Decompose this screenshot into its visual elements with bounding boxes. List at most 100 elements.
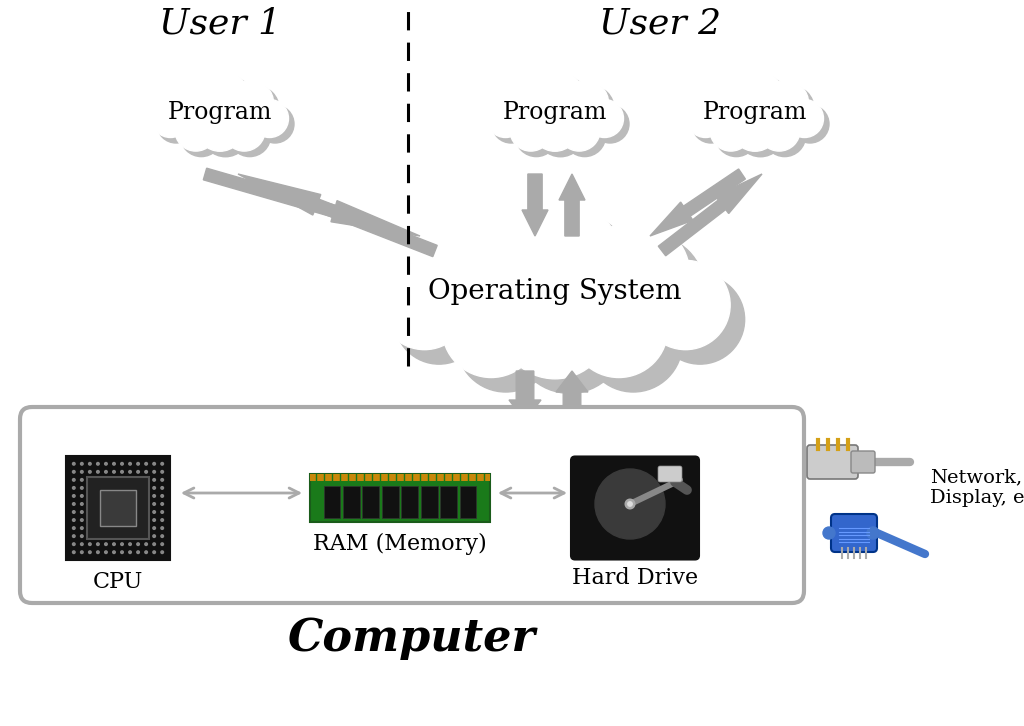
FancyBboxPatch shape [807,445,858,479]
Circle shape [791,105,829,143]
Circle shape [701,81,746,126]
FancyBboxPatch shape [310,474,490,481]
Circle shape [129,527,131,529]
Circle shape [564,115,605,157]
FancyBboxPatch shape [440,486,457,518]
Circle shape [563,81,608,126]
Circle shape [161,519,164,521]
Circle shape [153,551,156,553]
Circle shape [569,280,668,378]
Circle shape [81,535,83,537]
Circle shape [586,99,624,137]
Polygon shape [658,174,762,256]
Circle shape [73,494,75,497]
Circle shape [104,502,108,505]
FancyBboxPatch shape [421,486,437,518]
Circle shape [153,535,156,537]
Circle shape [96,462,99,465]
Circle shape [137,519,139,521]
Circle shape [153,478,156,481]
Circle shape [499,267,610,379]
Circle shape [161,510,164,513]
Circle shape [172,86,217,131]
Circle shape [129,535,131,537]
Circle shape [104,527,108,529]
Circle shape [420,221,527,328]
Polygon shape [204,168,420,236]
FancyBboxPatch shape [99,490,136,526]
Circle shape [73,551,75,553]
Circle shape [73,543,75,545]
Circle shape [144,527,147,529]
Circle shape [153,462,156,465]
Circle shape [488,197,622,330]
Circle shape [584,294,682,392]
Circle shape [197,75,254,132]
Circle shape [256,105,294,143]
Circle shape [73,478,75,481]
Circle shape [583,221,690,328]
Circle shape [96,502,99,505]
Circle shape [763,81,809,126]
Circle shape [96,527,99,529]
Circle shape [81,527,83,529]
Circle shape [96,494,99,497]
Circle shape [152,99,189,137]
Circle shape [81,494,83,497]
Text: Hard Drive: Hard Drive [572,566,698,589]
Circle shape [153,519,156,521]
Text: CPU: CPU [93,571,143,593]
Circle shape [81,486,83,489]
Circle shape [492,105,530,143]
FancyBboxPatch shape [20,407,804,603]
Circle shape [558,110,600,151]
Circle shape [81,551,83,553]
Circle shape [591,105,629,143]
Circle shape [161,478,164,481]
Circle shape [153,494,156,497]
Circle shape [81,543,83,545]
Circle shape [597,235,705,343]
Circle shape [104,478,108,481]
Circle shape [88,486,91,489]
Circle shape [129,478,131,481]
Circle shape [81,502,83,505]
Circle shape [73,502,75,505]
Polygon shape [556,371,588,421]
Circle shape [81,470,83,473]
Circle shape [144,551,147,553]
Circle shape [81,519,83,521]
FancyBboxPatch shape [851,451,874,473]
Circle shape [137,543,139,545]
Circle shape [197,104,244,151]
Circle shape [641,261,730,350]
Circle shape [129,486,131,489]
Circle shape [144,470,147,473]
FancyBboxPatch shape [382,486,398,518]
Circle shape [736,109,784,157]
Circle shape [707,86,753,131]
Circle shape [88,527,91,529]
FancyBboxPatch shape [571,457,699,560]
Circle shape [137,502,139,505]
Circle shape [380,261,469,350]
Circle shape [104,510,108,513]
Text: Operating System: Operating System [428,277,682,304]
Polygon shape [509,371,541,421]
Circle shape [121,543,123,545]
Circle shape [104,543,108,545]
Circle shape [129,510,131,513]
Circle shape [88,478,91,481]
Circle shape [137,551,139,553]
Circle shape [161,494,164,497]
Polygon shape [650,169,745,236]
Circle shape [88,502,91,505]
Circle shape [442,280,541,378]
Circle shape [121,519,123,521]
Circle shape [144,494,147,497]
Circle shape [113,494,116,497]
Circle shape [502,81,547,126]
Circle shape [113,486,116,489]
Circle shape [153,527,156,529]
Circle shape [73,470,75,473]
